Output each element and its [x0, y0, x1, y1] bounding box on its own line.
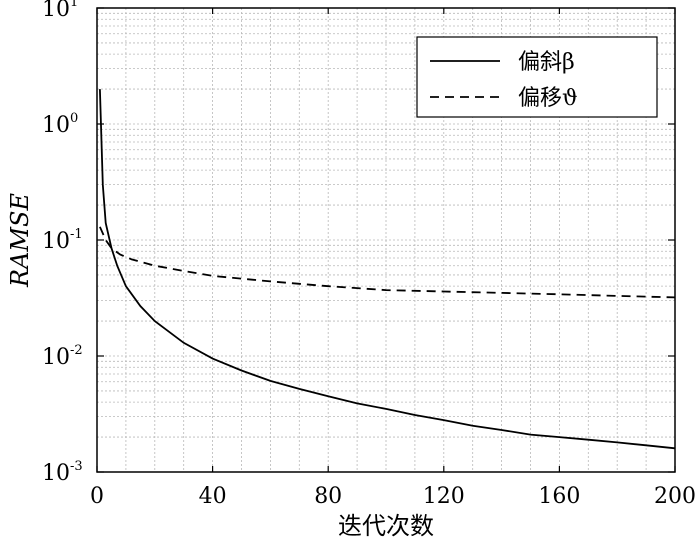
x-tick-label: 160 — [538, 484, 580, 509]
y-ticks: 101 100 10-1 10-2 10-3 — [42, 0, 675, 486]
y-tick-label: 10-2 — [42, 343, 83, 370]
y-tick-label: 10-3 — [42, 459, 83, 486]
series-line-1 — [99, 89, 676, 450]
x-tick-label: 120 — [423, 484, 465, 509]
x-tick-label: 80 — [314, 484, 342, 509]
legend-label-2: 偏移ϑ — [518, 86, 578, 111]
y-axis-label: RAMSE — [6, 193, 34, 288]
y-tick-label: 10-1 — [42, 227, 83, 254]
grid — [97, 8, 675, 472]
y-tick-label: 101 — [42, 0, 78, 22]
series-line-2 — [99, 226, 676, 299]
x-ticks: 0 40 80 120 160 200 — [90, 8, 696, 509]
x-tick-label: 200 — [654, 484, 696, 509]
legend-box — [416, 36, 658, 118]
y-tick-label: 100 — [42, 111, 78, 138]
x-axis-label: 迭代次数 — [338, 512, 434, 540]
series-group — [99, 89, 676, 450]
legend-label-1: 偏斜β — [518, 50, 575, 75]
legend: 偏斜β 偏移ϑ — [416, 36, 658, 118]
x-tick-label: 40 — [199, 484, 227, 509]
x-tick-label: 0 — [90, 484, 104, 509]
